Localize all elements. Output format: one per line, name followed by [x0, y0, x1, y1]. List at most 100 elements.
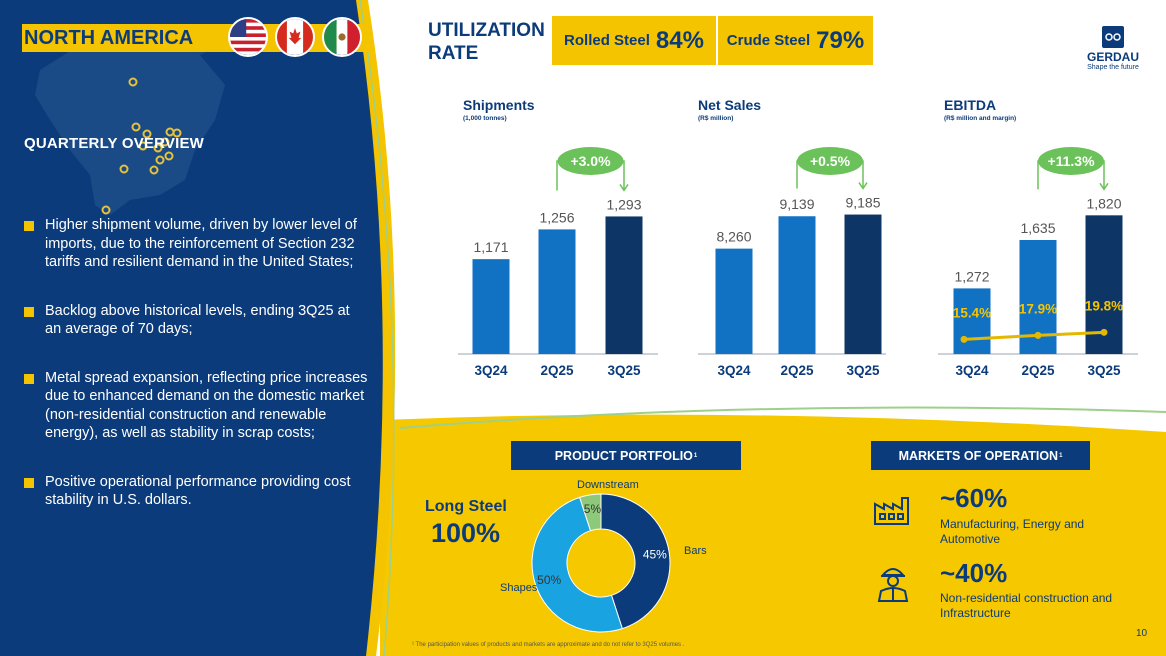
logo-name: GERDAU	[1086, 50, 1139, 64]
x-tick-label: 3Q24	[474, 363, 508, 378]
bar	[715, 248, 753, 354]
page-number: 10	[1136, 628, 1148, 639]
bar-value-label: 1,293	[606, 196, 641, 212]
rolled-steel-label: Rolled Steel	[564, 32, 650, 49]
bar-value-label: 1,272	[954, 268, 989, 284]
change-label: +3.0%	[570, 153, 611, 169]
margin-point	[1100, 328, 1108, 336]
bullet-text: Metal spread expansion, reflecting price…	[45, 369, 368, 442]
canada-flag-icon	[275, 17, 315, 57]
long-steel-value: 100%	[431, 518, 501, 548]
pie-category-label: Shapes	[500, 582, 538, 594]
x-tick-label: 3Q24	[955, 363, 989, 378]
bar	[472, 259, 510, 354]
margin-label: 17.9%	[1019, 301, 1057, 316]
bar	[953, 288, 991, 354]
markets-header: MARKETS OF OPERATION 1	[871, 441, 1090, 470]
bar-value-label: 9,185	[845, 195, 880, 211]
pie-category-label: Bars	[684, 545, 707, 557]
bar-value-label: 1,635	[1020, 220, 1055, 236]
product-portfolio-header: PRODUCT PORTFOLIO 1	[511, 441, 741, 470]
pie-slice	[600, 493, 671, 630]
x-tick-label: 2Q25	[540, 363, 574, 378]
pie-category-label: Downstream	[577, 479, 639, 491]
margin-label: 19.8%	[1085, 298, 1123, 313]
pie-slice	[579, 493, 602, 532]
gerdau-logo: GERDAU Shape the future	[1080, 26, 1146, 71]
bar	[778, 216, 816, 354]
x-tick-label: 3Q25	[607, 363, 641, 378]
bar-value-label: 9,139	[779, 196, 814, 212]
markets-title: MARKETS OF OPERATION	[898, 448, 1059, 463]
market-desc: Non-residential construction and Infrast…	[940, 591, 1113, 620]
crude-steel-value: 79%	[816, 26, 865, 54]
pie-value-label: 45%	[643, 547, 667, 561]
bar	[538, 229, 576, 354]
change-arrow-head	[1099, 182, 1109, 191]
logo-tagline: Shape the future	[1087, 64, 1139, 71]
market-desc: Manufacturing, Energy and Automotive	[940, 517, 1085, 546]
margin-label: 15.4%	[953, 305, 991, 320]
bullet-text: Backlog above historical levels, ending …	[45, 302, 350, 338]
overview-bullet: Backlog above historical levels, ending …	[24, 302, 369, 339]
quarterly-overview-title: QUARTERLY OVERVIEW	[24, 135, 205, 152]
pie-value-label: 50%	[537, 573, 561, 587]
margin-point	[960, 335, 968, 343]
change-label: +0.5%	[810, 153, 851, 169]
x-tick-label: 3Q25	[846, 363, 880, 378]
factory-icon	[872, 490, 914, 532]
rolled-steel-value: 84%	[655, 26, 704, 54]
utilization-title: UTILIZATION RATE	[428, 20, 545, 64]
bar	[844, 214, 882, 354]
crude-steel-label: Crude Steel	[726, 32, 811, 49]
bar-value-label: 8,260	[716, 229, 751, 245]
bar-value-label: 1,820	[1086, 195, 1121, 211]
bar-value-label: 1,171	[473, 239, 508, 255]
pie-value-label: 5%	[584, 502, 602, 516]
footnote-marker: 1	[1059, 452, 1063, 459]
donut-hole	[568, 530, 634, 596]
margin-point	[1034, 331, 1042, 339]
ebitda-title: EBITDA	[944, 97, 997, 113]
net-sales-subtitle: (R$ million)	[698, 115, 734, 122]
x-tick-label: 2Q25	[780, 363, 814, 378]
change-bubble	[557, 147, 624, 175]
rolled-steel-box: Rolled Steel 84%	[552, 16, 716, 65]
bullet-marker	[24, 306, 34, 317]
net-sales-title: Net Sales	[698, 97, 762, 113]
logo-mark-icon	[1102, 26, 1124, 48]
overview-bullet: Metal spread expansion, reflecting price…	[24, 369, 369, 443]
bullet-text: Higher shipment volume, driven by lower …	[45, 217, 357, 270]
change-label: +11.3%	[1047, 153, 1095, 169]
bullet-marker	[24, 373, 34, 384]
us-flag-icon	[228, 17, 268, 57]
crude-steel-box: Crude Steel 79%	[718, 16, 873, 65]
shipments-subtitle: (1,000 tonnes)	[463, 115, 507, 122]
bullet-text: Positive operational performance providi…	[45, 473, 351, 509]
market-pct: ~40%	[940, 558, 1008, 588]
market-pct: ~60%	[940, 483, 1008, 513]
footnote-marker: 1	[693, 452, 698, 459]
pie-slice	[531, 496, 623, 633]
x-tick-label: 2Q25	[1021, 363, 1055, 378]
long-steel-label: Long Steel	[425, 498, 507, 515]
shipments-title: Shipments	[463, 97, 535, 113]
ebitda-subtitle: (R$ million and margin)	[944, 115, 1017, 122]
x-tick-label: 3Q24	[717, 363, 751, 378]
map-location-dots	[101, 77, 182, 215]
change-arrow-head	[619, 184, 629, 192]
footnote: ¹ The participation values of products a…	[412, 642, 685, 648]
change-bubble	[1038, 147, 1104, 175]
change-bubble	[797, 147, 863, 175]
bar-value-label: 1,256	[539, 209, 574, 225]
overview-bullet: Higher shipment volume, driven by lower …	[24, 216, 369, 272]
bar	[605, 216, 643, 354]
x-tick-label: 3Q25	[1087, 363, 1121, 378]
mexico-flag-icon	[322, 17, 362, 57]
construction-worker-icon	[872, 561, 914, 603]
product-portfolio-title: PRODUCT PORTFOLIO	[554, 448, 693, 463]
bullet-marker	[24, 477, 34, 488]
overview-bullet: Positive operational performance providi…	[24, 473, 369, 510]
bullet-marker	[24, 221, 34, 231]
